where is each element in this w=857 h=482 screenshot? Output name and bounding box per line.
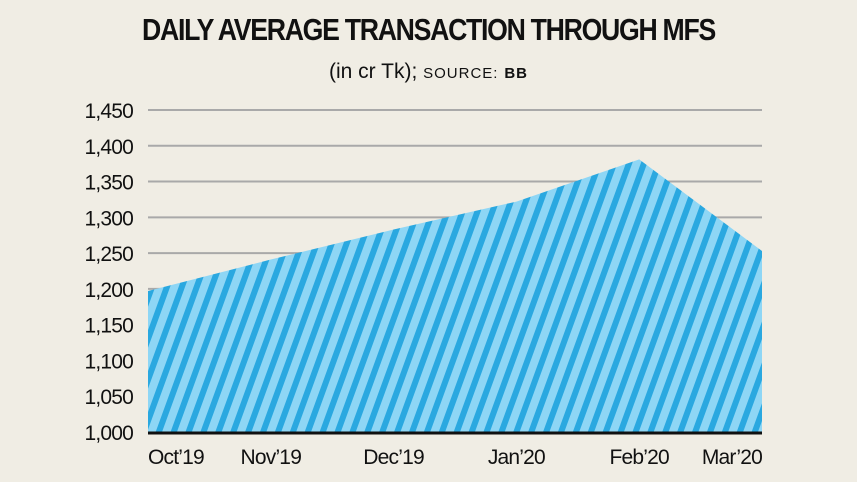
x-tick-label: Jan’20 [488,446,545,469]
x-tick-label: Oct’19 [148,446,204,469]
subtitle-source: BB [504,65,528,82]
chart-title: DAILY AVERAGE TRANSACTION THROUGH MFS [142,12,716,47]
y-tick-label: 1,450 [84,100,133,123]
area-series [148,159,762,432]
y-tick-label: 1,050 [84,386,133,409]
y-tick-label: 1,100 [84,350,133,373]
x-tick-label: Dec’19 [363,446,424,469]
y-tick-label: 1,250 [84,243,133,266]
chart-subtitle: (in cr Tk); SOURCE: BB [0,60,857,84]
subtitle-unit: (in cr Tk); [329,60,418,83]
y-tick-label: 1,300 [84,207,133,230]
y-tick-label: 1,000 [84,422,133,445]
y-tick-label: 1,150 [84,315,133,338]
x-tick-label: Mar’20 [702,446,762,469]
x-tick-label: Feb’20 [609,446,669,469]
x-tick-label: Nov’19 [241,446,302,469]
subtitle-source-label: SOURCE: [423,65,499,82]
y-tick-label: 1,400 [84,136,133,159]
y-tick-label: 1,200 [84,279,133,302]
y-tick-label: 1,350 [84,172,133,195]
